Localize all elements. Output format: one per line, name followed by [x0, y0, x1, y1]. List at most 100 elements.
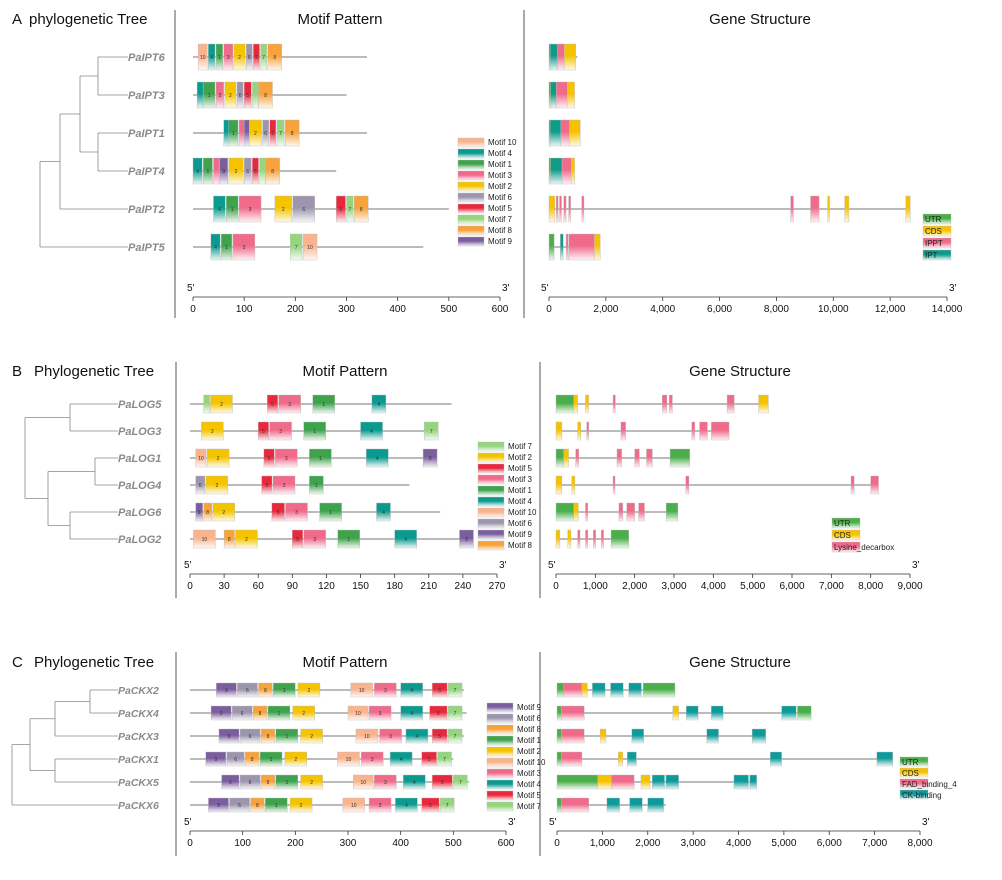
motif-block-outline	[353, 774, 374, 790]
motif-block-label: 9	[229, 780, 232, 786]
motif-block-shade	[448, 729, 463, 743]
motif-block-outline	[228, 119, 239, 147]
motif-block: 7	[447, 728, 463, 744]
motif-block-shade	[459, 530, 474, 548]
motif-legend-swatch	[457, 148, 485, 159]
motif-block-label: 6	[302, 207, 305, 213]
gene-feature-outline	[662, 394, 668, 414]
motif-block: 7	[453, 774, 468, 790]
motif-block: 3	[374, 774, 397, 790]
motif-block-outline	[229, 797, 250, 813]
motif-block-shade	[394, 530, 417, 548]
gene-feature-shade	[563, 683, 582, 697]
motif-block: 10	[353, 774, 374, 790]
motif-block-label: 6	[264, 131, 267, 137]
gene-feature-outline	[611, 774, 635, 790]
motif-legend-swatch-outline	[486, 702, 514, 713]
motif-block: 4	[405, 728, 429, 744]
motif-legend-swatch	[457, 203, 485, 214]
motif-block-shade	[246, 44, 253, 70]
gene-feature-outline	[758, 394, 769, 414]
gene-axis-start: 5'	[549, 817, 557, 828]
motif-block-shade	[348, 706, 369, 720]
motif-block-label: 3	[227, 55, 230, 61]
motif-block-shade	[245, 752, 260, 766]
motif-block-shade	[261, 476, 273, 494]
motif-block: 2	[224, 81, 237, 109]
gene-feature	[561, 705, 585, 721]
gene-feature	[905, 195, 911, 223]
motif-block-outline	[245, 751, 260, 767]
motif-title: Motif Pattern	[302, 363, 387, 380]
gene-feature-outline	[564, 43, 576, 71]
motif-legend-swatch-shade	[487, 769, 513, 778]
gene-title: Gene Structure	[689, 654, 791, 671]
motif-block: 6	[237, 682, 258, 698]
motif-block-label: 9	[429, 456, 432, 462]
motif-block-outline	[205, 751, 227, 767]
motif-block-shade	[319, 503, 342, 521]
gene-feature-shade	[585, 530, 588, 548]
motif-block: 7	[439, 797, 455, 813]
motif-legend-swatch-shade	[487, 725, 513, 734]
motif-tick-label: 600	[498, 838, 515, 849]
motif-block: 5	[432, 728, 448, 744]
motif-block-label: 4	[410, 688, 413, 694]
motif-block-label: 9	[217, 803, 220, 809]
gene-feature-shade	[556, 82, 568, 108]
gene-feature-outline	[781, 705, 797, 721]
motif-block-label: 5	[246, 93, 249, 99]
gene-feature	[561, 157, 572, 185]
gene-feature	[560, 233, 564, 261]
motif-block-shade	[260, 752, 283, 766]
motif-block-shade	[350, 683, 373, 697]
gene-tick-label: 4,000	[650, 304, 675, 315]
motif-block-label: 4	[410, 711, 413, 717]
motif-block-label: 2	[211, 429, 214, 435]
motif-block: 10	[347, 705, 369, 721]
motif-block: 3	[368, 705, 392, 721]
motif-block: 3	[368, 797, 392, 813]
motif-block-label: 5	[428, 757, 431, 763]
motif-legend-swatch	[477, 463, 505, 474]
gene-feature-shade	[556, 395, 574, 413]
gene-tick-label: 2,000	[593, 304, 618, 315]
motif-block-shade	[309, 476, 324, 494]
motif-block-label: 4	[218, 207, 221, 213]
gene-axis-end: 3'	[922, 817, 930, 828]
gene-feature	[652, 774, 665, 790]
motif-block-outline	[258, 81, 273, 109]
gene-feature	[550, 157, 563, 185]
motif-legend-swatch	[486, 713, 514, 724]
motif-block: 5	[421, 751, 437, 767]
gene-feature-shade	[592, 683, 606, 697]
motif-block-outline	[246, 43, 253, 71]
gene-feature-shade	[686, 706, 699, 720]
motif-block-outline	[394, 529, 417, 549]
motif-block-label: 1	[275, 803, 278, 809]
motif-block: 3	[360, 751, 384, 767]
gene-feature-outline	[627, 751, 637, 767]
motif-tick-label: 210	[420, 581, 437, 592]
motif-block-shade	[346, 196, 354, 222]
gene-feature	[665, 502, 679, 522]
gene-feature-outline	[592, 682, 606, 698]
motif-block-shade	[205, 752, 226, 766]
motif-legend-swatch	[486, 790, 514, 801]
motif-block-shade	[269, 120, 276, 146]
motif-block: 3	[303, 529, 326, 549]
motif-block-shade	[360, 422, 383, 440]
gene-legend-swatch-outline	[831, 541, 861, 553]
motif-legend-label: Motif 10	[517, 758, 546, 767]
motif-block-shade	[195, 449, 207, 467]
gene-feature-shade	[647, 798, 664, 812]
motif-block: 8	[203, 502, 212, 522]
gene-label: PaCKX3	[118, 731, 159, 743]
motif-legend-label: Motif 10	[488, 138, 517, 147]
motif-block-label: 2	[217, 456, 220, 462]
motif-block-shade	[235, 530, 258, 548]
motif-block-outline	[215, 43, 223, 71]
motif-legend-swatch	[457, 159, 485, 170]
motif-block: 2	[235, 529, 258, 549]
gene-feature-outline	[643, 682, 676, 698]
